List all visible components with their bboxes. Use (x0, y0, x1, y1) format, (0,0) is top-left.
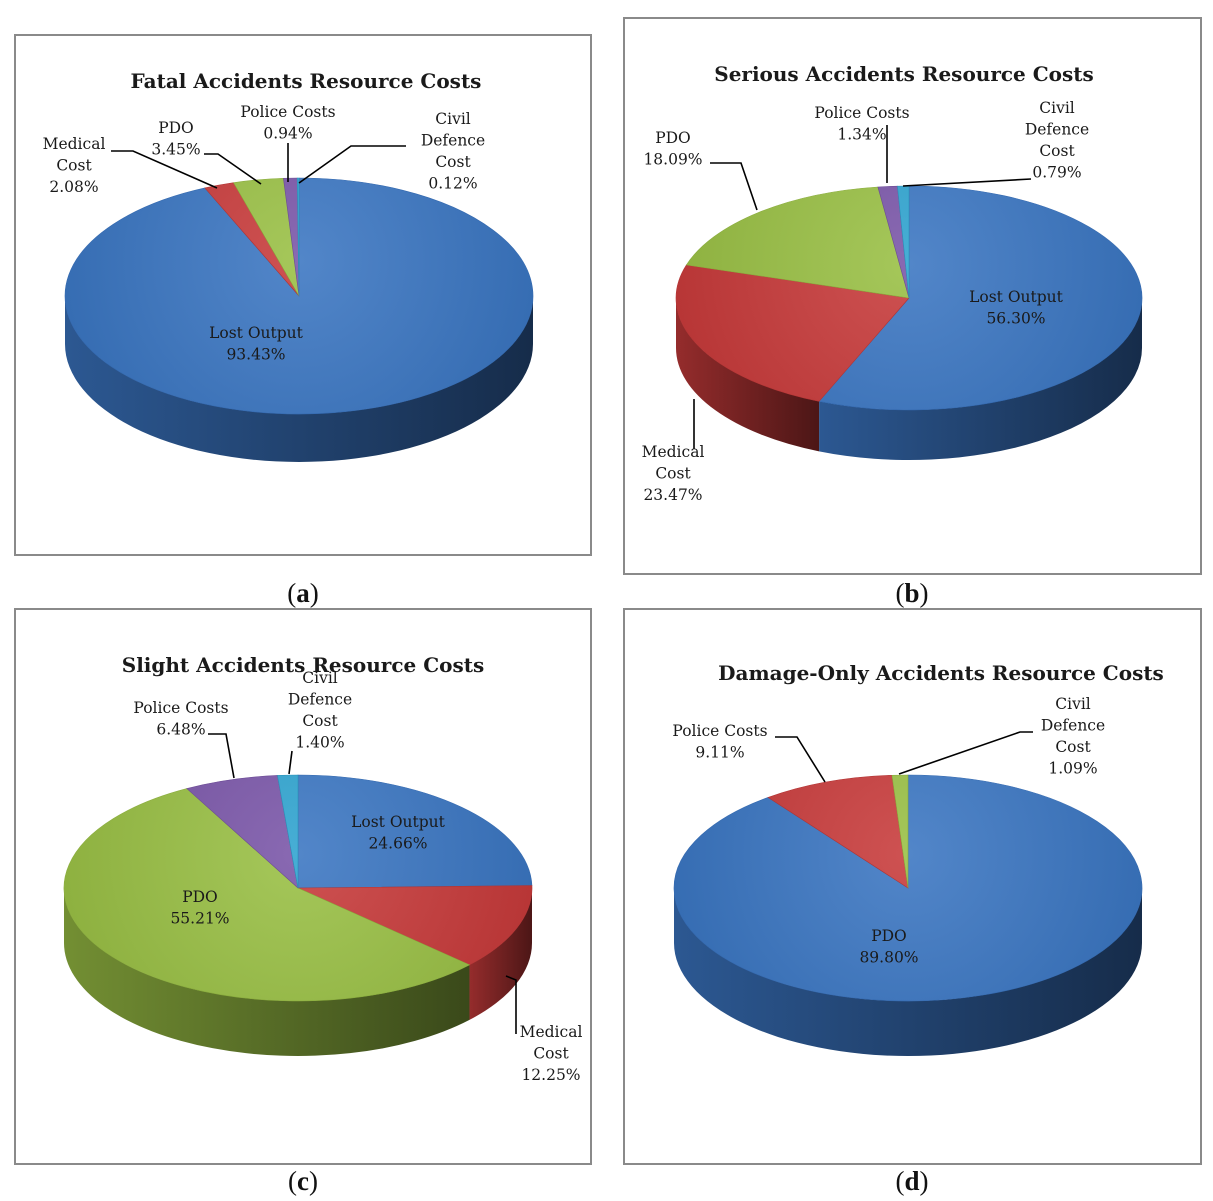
slice-lost-output (818, 185, 1143, 411)
chart-panel-serious: Serious Accidents Resource Costs Lost Out… (623, 17, 1202, 575)
leader-line (111, 150, 218, 189)
pie-chart-fatal: Fatal Accidents Resource Costs Lost Outpu… (43, 69, 534, 462)
pie-chart-damage-only: Damage-Only Accidents Resource Costs PDO 8… (672, 661, 1164, 1056)
chart-panel-slight: Slight Accidents Resource Costs Lost Outp… (14, 608, 592, 1165)
slice-side-medical-cost (676, 298, 820, 452)
leader-line (288, 750, 293, 775)
leader-line (208, 733, 235, 779)
leader-line (204, 153, 262, 185)
slice-side-medical-cost (469, 888, 532, 1020)
data-label-pdo: PDO 3.45% (151, 119, 200, 159)
data-label-civil-defence-cost: Civil Defence Cost 0.79% (1025, 99, 1089, 182)
slice-civil-defence-cost (296, 177, 300, 297)
data-label-police-costs: Police Costs 6.48% (133, 699, 228, 739)
leader-line (298, 145, 406, 184)
slice-civil-defence-cost (277, 774, 299, 889)
slice-medical-cost (297, 885, 533, 966)
chart-panel-fatal: Fatal Accidents Resource Costs Lost Outpu… (14, 34, 592, 556)
slice-side-pdo (64, 888, 470, 1056)
slice-medical-cost (675, 264, 910, 402)
caption-c: (c) (288, 1166, 318, 1196)
data-label-pdo: PDO 55.21% (170, 888, 229, 928)
slice-side-lost-output (819, 298, 1142, 460)
leader-line (898, 731, 1033, 775)
slice-pdo (63, 788, 471, 1002)
pie-chart-slight: Slight Accidents Resource Costs Lost Outp… (63, 653, 583, 1084)
chart-title: Serious Accidents Resource Costs (714, 62, 1094, 86)
chart-title: Damage-Only Accidents Resource Costs (718, 661, 1164, 685)
data-label-civil-defence-cost: Civil Defence Cost 0.12% (421, 110, 485, 193)
data-label-pdo: PDO 89.80% (859, 927, 918, 967)
slice-lost-output (297, 774, 533, 889)
leader-line (775, 736, 826, 783)
leader-line (505, 975, 517, 1034)
slice-side-pdo (674, 888, 1142, 1056)
slice-civil-defence-cost (891, 774, 909, 889)
data-label-police-costs: Police Costs 9.11% (672, 722, 767, 762)
slice-side-lost-output (65, 296, 533, 462)
data-label-medical-cost: Medical Cost 12.25% (520, 1023, 583, 1084)
data-label-police-costs: Police Costs 0.94% (240, 103, 335, 143)
slice-police-costs (767, 774, 909, 889)
data-label-lost-output: Lost Output 24.66% (351, 813, 446, 853)
caption-b: (b) (895, 578, 929, 608)
chart-panel-damage-only: Damage-Only Accidents Resource Costs PDO 8… (623, 608, 1202, 1165)
caption-a: (a) (287, 578, 319, 608)
data-label-civil-defence-cost: Civil Defence Cost 1.40% (288, 669, 352, 752)
data-label-pdo: PDO 18.09% (643, 129, 702, 169)
caption-d: (d) (895, 1166, 929, 1196)
data-label-medical-cost: Medical Cost 2.08% (43, 135, 106, 196)
data-label-medical-cost: Medical Cost 23.47% (642, 443, 705, 504)
pie-chart-serious: Serious Accidents Resource Costs Lost Out… (642, 62, 1143, 504)
leader-line (902, 178, 1032, 187)
data-label-police-costs: Police Costs 1.34% (814, 104, 909, 144)
data-label-lost-output: Lost Output 93.43% (209, 324, 304, 364)
data-label-lost-output: Lost Output 56.30% (969, 288, 1064, 328)
chart-title: Fatal Accidents Resource Costs (131, 69, 482, 93)
data-label-civil-defence-cost: Civil Defence Cost 1.09% (1041, 695, 1105, 778)
slice-pdo (685, 186, 910, 299)
leader-line (710, 162, 758, 211)
chart-title: Slight Accidents Resource Costs (122, 653, 484, 677)
